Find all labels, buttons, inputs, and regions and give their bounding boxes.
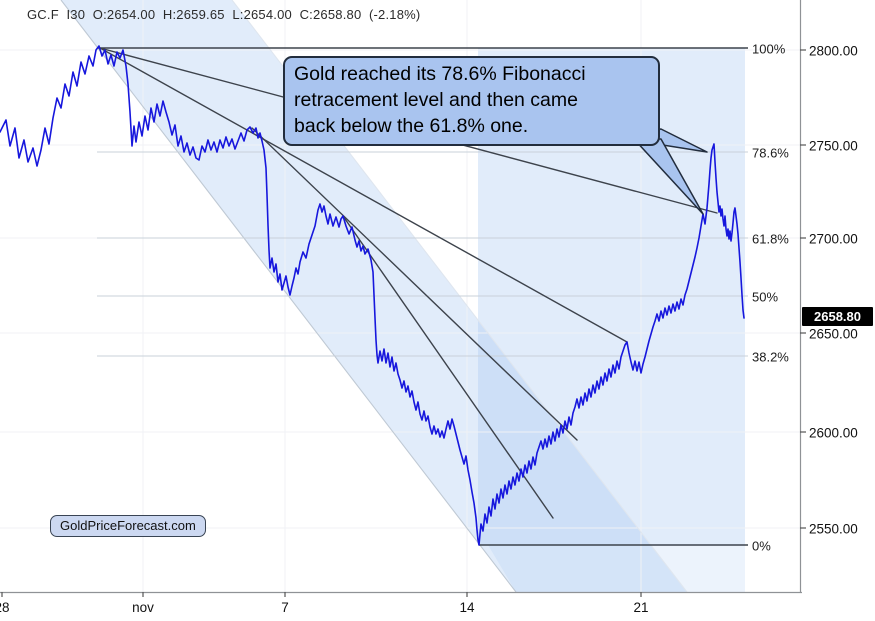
ohlc-header: GC.F I30 O:2654.00 H:2659.65 L:2654.00 C…: [27, 7, 421, 22]
fib-level-label: 100%: [752, 41, 786, 57]
price-axis-label: 2600.00: [809, 425, 858, 441]
price-line: [0, 45, 745, 546]
fib-level-label: 38.2%: [752, 349, 789, 365]
trendline: [342, 215, 554, 519]
fib-level-label: 61.8%: [752, 231, 789, 247]
annotation-bubble: Gold reached its 78.6% Fibonacci retrace…: [283, 56, 660, 146]
annotation-line: retracement level and then came: [294, 89, 578, 111]
fib-level-label: 50%: [752, 289, 779, 305]
last-price-badge: 2658.80: [802, 307, 873, 326]
annotation-line: Gold reached its 78.6% Fibonacci: [294, 63, 586, 85]
price-axis-label: 2750.00: [809, 138, 858, 154]
trendline: [251, 127, 578, 441]
trendline: [99, 47, 628, 343]
watermark-badge: GoldPriceForecast.com: [50, 515, 206, 537]
date-axis-label: 7: [281, 600, 289, 615]
price-axis-label: 2800.00: [809, 43, 858, 59]
annotation-line: back below the 61.8% one.: [294, 115, 529, 137]
price-axis-label: 2650.00: [809, 326, 858, 342]
below-zero-shade: [488, 545, 745, 592]
fib-level-label: 0%: [752, 538, 771, 554]
date-axis-label: 14: [459, 600, 475, 615]
fib-level-label: 78.6%: [752, 145, 789, 161]
price-axis-label: 2550.00: [809, 521, 858, 537]
date-axis-label: 28: [0, 600, 10, 615]
date-axis-label: nov: [132, 600, 154, 615]
date-axis-label: 21: [633, 600, 649, 615]
price-axis-label: 2700.00: [809, 231, 858, 247]
